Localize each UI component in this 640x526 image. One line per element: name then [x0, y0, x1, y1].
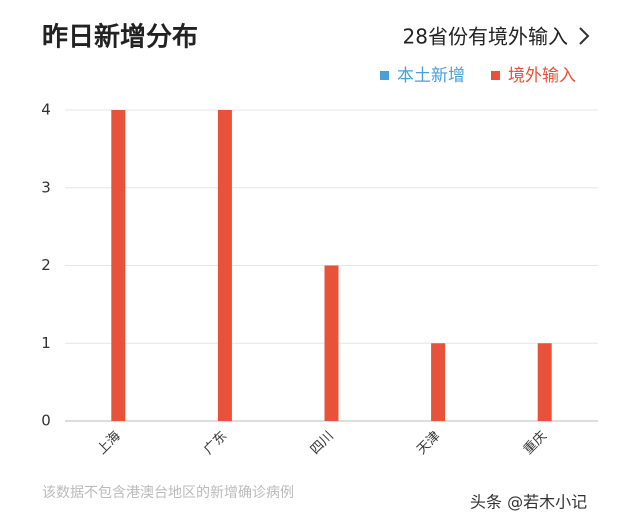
y-tick-label: 2: [41, 256, 51, 274]
legend-swatch: [380, 71, 389, 80]
bar: [537, 343, 552, 421]
chevron-icon[interactable]: [579, 27, 590, 45]
chart-title: 昨日新增分布: [42, 22, 198, 53]
legend-label: 本土新增: [397, 66, 465, 86]
watermark: 头条 @若木小记: [470, 493, 587, 512]
bar: [111, 110, 126, 421]
y-tick-label: 3: [41, 178, 51, 196]
bar: [431, 343, 446, 421]
subtitle-link[interactable]: 28省份有境外输入: [403, 25, 568, 49]
y-tick-label: 4: [41, 101, 51, 119]
legend-label: 境外输入: [508, 66, 576, 86]
y-tick-label: 0: [41, 412, 51, 430]
footnote: 该数据不包含港澳台地区的新增确诊病例: [42, 485, 294, 501]
y-tick-label: 1: [41, 334, 51, 352]
bar: [324, 265, 339, 421]
bar: [217, 110, 232, 421]
legend-swatch: [491, 71, 500, 80]
